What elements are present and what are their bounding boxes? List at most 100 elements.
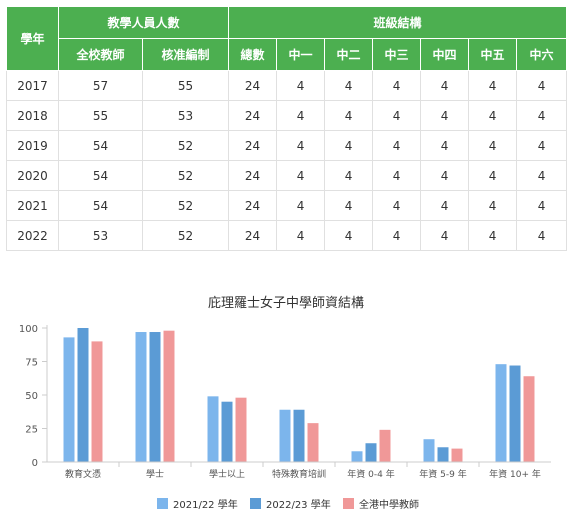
bar — [437, 447, 449, 462]
table-cell: 52 — [141, 190, 230, 221]
chart-title: 庇理羅士女子中學師資結構 — [208, 295, 364, 311]
year-cell: 2022 — [6, 220, 59, 251]
staff-qualification-chart: 庇理羅士女子中學師資結構 0 25 50 75 100 教育文憑 學士 學士以上 特殊教育培訓… — [19, 295, 551, 511]
table-cell: 4 — [324, 130, 374, 161]
table-cell: 4 — [276, 160, 326, 191]
bars — [63, 328, 535, 462]
legend-label: 2022/23 學年 — [266, 498, 331, 511]
table-cell: 24 — [228, 130, 278, 161]
table-cell: 54 — [58, 160, 143, 191]
table-cell: 4 — [468, 220, 518, 251]
table-cell: 54 — [58, 130, 143, 161]
table-cell: 4 — [372, 160, 422, 191]
table-row: 2017 57 55 24 4 4 4 4 4 4 — [6, 70, 568, 101]
legend-swatch — [250, 498, 261, 509]
table-cell: 4 — [276, 190, 326, 221]
year-cell: 2018 — [6, 100, 59, 131]
table-cell: 24 — [228, 190, 278, 221]
table-body: 2017 57 55 24 4 4 4 4 4 4 2018 55 53 24 4 4 4 4 4 4 2019 54 52… — [6, 70, 568, 251]
table-cell: 4 — [276, 130, 326, 161]
table-cell: 4 — [516, 160, 568, 191]
table-cell: 4 — [468, 190, 518, 221]
col-header: 核准編制 — [141, 38, 230, 71]
table-cell: 4 — [420, 70, 470, 101]
year-cell: 2017 — [6, 70, 59, 101]
x-tick-label: 特殊教育培訓 — [272, 468, 326, 480]
y-tick-label: 75 — [25, 358, 38, 369]
bar — [451, 448, 463, 462]
table-cell: 4 — [468, 100, 518, 131]
table-cell: 55 — [58, 100, 143, 131]
table-cell: 4 — [420, 160, 470, 191]
bar — [423, 439, 435, 462]
y-tick-label: 100 — [19, 324, 38, 335]
bar — [163, 330, 175, 462]
table-cell: 54 — [58, 190, 143, 221]
table-row: 2020 54 52 24 4 4 4 4 4 4 — [6, 160, 568, 191]
table-cell: 4 — [468, 70, 518, 101]
table-cell: 4 — [372, 100, 422, 131]
x-tick-label: 年資 0-4 年 — [347, 468, 394, 480]
bar — [135, 332, 147, 462]
bar — [149, 332, 161, 462]
table-cell: 4 — [420, 220, 470, 251]
table-cell: 4 — [324, 70, 374, 101]
x-axis: 教育文憑 學士 學士以上 特殊教育培訓 年資 0-4 年 年資 5-9 年 年資 10+ 年 — [47, 461, 551, 480]
table-cell: 4 — [420, 190, 470, 221]
table-cell: 4 — [516, 100, 568, 131]
table-cell: 53 — [141, 100, 230, 131]
table-cell: 24 — [228, 220, 278, 251]
table-cell: 24 — [228, 70, 278, 101]
legend-label: 全港中學教師 — [359, 498, 419, 511]
table-row: 2022 53 52 24 4 4 4 4 4 4 — [6, 220, 568, 251]
col-header: 全校教師 — [58, 38, 143, 71]
table-cell: 4 — [420, 100, 470, 131]
table-cell: 24 — [228, 100, 278, 131]
bar — [91, 341, 103, 462]
table-cell: 4 — [516, 220, 568, 251]
table-cell: 4 — [276, 220, 326, 251]
table-cell: 4 — [276, 100, 326, 131]
year-header: 學年 — [6, 6, 59, 71]
table-cell: 52 — [141, 130, 230, 161]
table-cell: 4 — [468, 160, 518, 191]
x-tick-label: 年資 5-9 年 — [419, 468, 466, 480]
table-cell: 4 — [516, 130, 568, 161]
table-cell: 53 — [58, 220, 143, 251]
legend-swatch — [157, 498, 168, 509]
table-cell: 24 — [228, 160, 278, 191]
table-row: 2019 54 52 24 4 4 4 4 4 4 — [6, 130, 568, 161]
bar — [307, 423, 319, 462]
bar — [207, 396, 219, 462]
legend-swatch — [343, 498, 354, 509]
col-header: 中六 — [516, 38, 568, 71]
table-cell: 52 — [141, 160, 230, 191]
x-tick-label: 學士 — [146, 468, 164, 480]
bar — [235, 397, 247, 462]
bar — [279, 409, 291, 462]
bar — [365, 443, 377, 462]
bar — [351, 451, 363, 462]
table-cell: 55 — [141, 70, 230, 101]
table-cell: 4 — [324, 190, 374, 221]
table-cell: 4 — [372, 70, 422, 101]
class-structure-header: 班級結構 — [228, 6, 568, 39]
table-cell: 4 — [324, 100, 374, 131]
year-cell: 2021 — [6, 190, 59, 221]
table-row: 2018 55 53 24 4 4 4 4 4 4 — [6, 100, 568, 131]
table-cell: 4 — [420, 130, 470, 161]
bar — [293, 409, 305, 462]
col-header: 中一 — [276, 38, 326, 71]
legend-label: 2021/22 學年 — [173, 498, 238, 511]
bar — [509, 365, 521, 462]
col-header: 中二 — [324, 38, 374, 71]
col-header: 總數 — [228, 38, 278, 71]
year-cell: 2019 — [6, 130, 59, 161]
bar — [495, 364, 507, 462]
table-cell: 4 — [276, 70, 326, 101]
x-tick-label: 年資 10+ 年 — [489, 468, 541, 480]
table-cell: 4 — [516, 70, 568, 101]
chart-legend: 2021/22 學年 2022/23 學年 全港中學教師 — [157, 498, 419, 511]
col-header: 中三 — [372, 38, 422, 71]
bar — [523, 376, 535, 462]
